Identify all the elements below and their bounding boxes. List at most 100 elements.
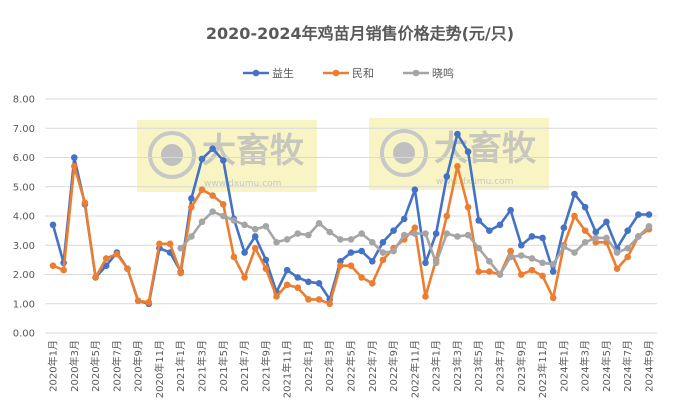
data-point (379, 239, 387, 246)
x-tick-label: 2022年5月 (345, 340, 358, 392)
data-point (400, 231, 408, 239)
data-point (209, 192, 216, 199)
data-point (443, 212, 451, 220)
watermark-logo-icon (148, 131, 196, 179)
data-point (496, 271, 504, 278)
data-point (624, 227, 632, 234)
y-tick-label: 8.00 (13, 95, 35, 106)
data-point (560, 243, 568, 251)
data-point (230, 253, 238, 261)
data-point (230, 217, 238, 224)
data-point (443, 230, 451, 237)
data-point (571, 249, 578, 256)
x-tick-label: 2022年1月 (302, 340, 315, 392)
data-point (422, 230, 429, 237)
data-point (251, 244, 259, 252)
watermark-logo-icon (161, 144, 183, 166)
x-tick-label: 2022年11月 (408, 340, 421, 398)
data-point (624, 244, 632, 252)
data-point (347, 236, 355, 243)
data-point (422, 293, 429, 300)
data-point (635, 211, 642, 218)
data-point (209, 208, 216, 215)
data-point (624, 253, 632, 261)
data-point (528, 255, 536, 262)
data-point (337, 236, 344, 243)
data-point (81, 199, 89, 207)
data-point (603, 218, 610, 226)
data-point (113, 250, 121, 258)
x-tick-label: 2020年7月 (110, 340, 123, 392)
data-point (539, 234, 546, 242)
data-point (432, 259, 440, 267)
data-point (539, 272, 546, 280)
data-point (400, 215, 408, 223)
data-point (496, 221, 504, 229)
series-晓鸣 (177, 208, 653, 278)
data-point (177, 244, 185, 252)
data-point (283, 236, 291, 243)
data-point (209, 145, 216, 153)
x-tick-label: 2023年9月 (515, 340, 528, 392)
data-point (283, 266, 291, 274)
chart-title: 2020-2024年鸡苗月销售价格走势(元/只) (206, 24, 514, 43)
x-tick-label: 2023年3月 (451, 340, 464, 392)
y-tick-label: 1.00 (13, 299, 35, 310)
data-point (347, 262, 355, 270)
data-point (528, 266, 536, 274)
data-point (49, 221, 57, 229)
data-point (379, 256, 387, 264)
data-point (337, 262, 344, 270)
data-point (198, 155, 206, 163)
x-tick-label: 2020年9月 (132, 340, 145, 392)
legend-label: 晓鸣 (432, 66, 454, 80)
x-tick-label: 2021年1月 (174, 340, 187, 392)
x-tick-label: 2021年3月 (196, 340, 209, 392)
data-point (411, 186, 419, 193)
y-tick-label: 0.00 (13, 329, 35, 340)
data-point (358, 230, 365, 237)
data-point (486, 258, 493, 265)
y-tick-label: 7.00 (13, 124, 35, 135)
data-point (422, 259, 429, 267)
data-point (305, 278, 312, 286)
data-point (177, 269, 185, 277)
x-tick-label: 2020年5月 (89, 340, 102, 392)
legend-item: 晓鸣 (403, 66, 454, 80)
data-point (102, 262, 110, 270)
data-point (262, 256, 270, 264)
data-point (390, 227, 397, 234)
data-point (145, 298, 153, 306)
x-tick-label: 2021年9月 (259, 340, 272, 392)
y-tick-label: 2.00 (13, 270, 35, 281)
data-point (581, 203, 589, 211)
data-point (475, 268, 483, 275)
data-point (70, 154, 78, 161)
x-tick-label: 2024年7月 (621, 340, 634, 392)
data-point (188, 203, 195, 211)
x-tick-label: 2021年7月 (238, 340, 251, 392)
data-point (368, 258, 376, 265)
data-point (326, 300, 334, 308)
data-point (549, 260, 557, 268)
data-point (294, 230, 302, 237)
data-point (475, 244, 483, 252)
x-tick-label: 2021年11月 (281, 340, 294, 398)
data-point (443, 173, 451, 180)
data-point (368, 239, 376, 246)
data-point (507, 247, 514, 255)
watermark-logo-icon (380, 129, 428, 177)
legend: 益生 民和 晓鸣 (243, 66, 454, 80)
x-tick-label: 2023年11月 (536, 340, 549, 398)
data-point (486, 268, 493, 275)
data-point (315, 296, 323, 303)
data-point (198, 218, 206, 226)
data-point (49, 262, 57, 270)
watermark-text: 大畜牧 (202, 131, 305, 171)
data-point (464, 203, 472, 211)
data-point (486, 227, 493, 234)
data-point (581, 227, 589, 234)
watermark-url: www.dxumu.com (436, 177, 513, 187)
data-point (539, 259, 546, 267)
